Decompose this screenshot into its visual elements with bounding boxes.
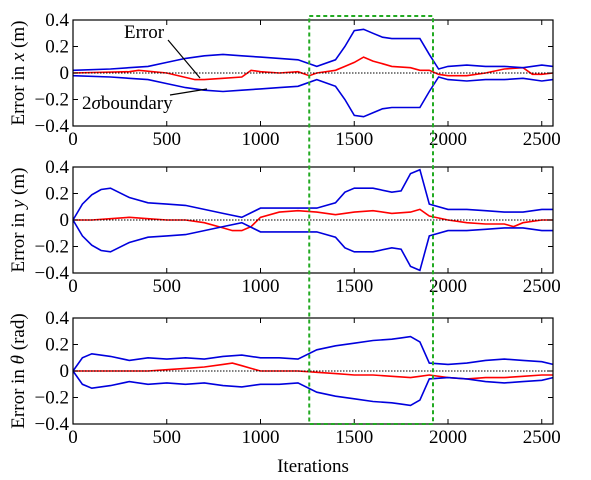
annotation-2sigma-label: 2σboundary xyxy=(82,93,173,114)
panel-3-xtick-label: 2500 xyxy=(523,427,561,448)
panel-3-ytick-label: −0.2 xyxy=(35,388,69,409)
panel-3-ytick-label: 0 xyxy=(60,361,70,382)
panel-3-series-1-line xyxy=(73,362,553,380)
panel-2-series-3-line xyxy=(72,219,553,272)
panel-1-ylabel-var: x xyxy=(8,52,29,62)
panel-2-ytick-label: 0.4 xyxy=(45,157,69,178)
panel-3-xtick-label: 500 xyxy=(153,427,182,448)
panel-1-ylabel-prefix: Error in xyxy=(8,61,29,125)
panel-2-ylabel-prefix: Error in xyxy=(8,208,29,272)
panel-3-series-3-line xyxy=(72,370,554,407)
panel-1-xtick-label: 2000 xyxy=(429,129,467,150)
panel-3-xtick-label: 1500 xyxy=(335,427,373,448)
panel-1-ytick-label: −0.4 xyxy=(35,116,70,137)
panel-1-ytick-label: 0 xyxy=(60,63,70,84)
panel-2-xtick-label: 2500 xyxy=(523,276,561,297)
panel-3-ytick-label: 0.4 xyxy=(45,308,69,329)
panel-1-xtick-label: 1000 xyxy=(242,129,280,150)
panel-2-ylabel-unit: (m) xyxy=(8,168,29,200)
panel-2-xtick-label: 1500 xyxy=(335,276,373,297)
panel-2-ytick-label: 0 xyxy=(60,210,70,231)
panel-1-ylabel: Error in x (m) xyxy=(8,21,29,126)
panel-3-ylabel-prefix: Error in xyxy=(8,364,29,428)
panel-3-ylabel-var: θ xyxy=(8,355,29,364)
panel-1-ytick-label: 0.2 xyxy=(45,37,69,58)
panel-2-xtick-label: 500 xyxy=(153,276,182,297)
panel-1-xtick-label: 1500 xyxy=(335,129,373,150)
panel-1-series-1-line xyxy=(72,56,554,81)
panel-1-xtick-label: 0 xyxy=(68,129,78,150)
panel-3-ylabel-unit: (rad) xyxy=(8,313,29,355)
panel-1-xtick-label: 2500 xyxy=(523,129,561,150)
annotation-error-leader xyxy=(167,39,201,79)
annotation-2sigma-rest: boundary xyxy=(101,93,173,114)
annotation-error-label: Error xyxy=(124,22,165,43)
panel-3-xtick-label: 1000 xyxy=(242,427,280,448)
panel-2-xtick-label: 2000 xyxy=(429,276,467,297)
panel-2-series-2-line xyxy=(72,168,553,221)
panel-3-ytick-label: 0.2 xyxy=(45,335,69,356)
annotation-2sigma-prefix: 2 xyxy=(82,93,92,114)
panel-2-ylabel: Error in y (m) xyxy=(8,168,29,273)
panel-2-ytick-label: −0.2 xyxy=(35,237,69,258)
annotation-2sigma-leader xyxy=(169,88,208,96)
panel-2-ylabel-var: y xyxy=(8,199,29,210)
panel-3-ylabel: Error in θ (rad) xyxy=(8,313,29,428)
panel-3-xtick-label: 2000 xyxy=(429,427,467,448)
panel-2-ytick-label: −0.4 xyxy=(35,263,70,284)
panel-2-xtick-label: 0 xyxy=(68,276,78,297)
panel-1-xtick-label: 500 xyxy=(153,129,182,150)
panel-3-xtick-label: 0 xyxy=(68,427,78,448)
panel-2-ytick-label: 0.2 xyxy=(45,184,69,205)
panel-1-ytick-label: −0.2 xyxy=(35,90,69,111)
panel-3-series-2-line xyxy=(72,335,554,372)
panel-2-xtick-label: 1000 xyxy=(242,276,280,297)
panel-3-ytick-label: −0.4 xyxy=(35,414,70,435)
panel-1-series-2-line xyxy=(72,28,554,72)
panel-1-ytick-label: 0.4 xyxy=(45,10,69,31)
panel-1-ylabel-unit: (m) xyxy=(8,21,29,53)
annotation-2sigma-sigma: σ xyxy=(92,93,102,114)
x-axis-label: Iterations xyxy=(277,456,349,477)
